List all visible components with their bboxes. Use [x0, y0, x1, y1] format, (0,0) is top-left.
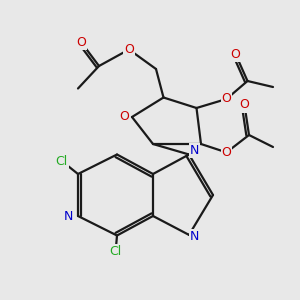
Text: O: O	[231, 47, 240, 61]
Text: N: N	[190, 143, 199, 157]
Text: O: O	[222, 146, 231, 159]
Text: Cl: Cl	[56, 155, 68, 168]
Text: Cl: Cl	[110, 244, 122, 258]
Text: N: N	[190, 230, 199, 243]
Text: O: O	[124, 43, 134, 56]
Text: O: O	[76, 35, 86, 49]
Text: O: O	[240, 98, 249, 112]
Text: N: N	[64, 209, 73, 223]
Text: O: O	[119, 110, 129, 123]
Text: O: O	[222, 92, 231, 106]
